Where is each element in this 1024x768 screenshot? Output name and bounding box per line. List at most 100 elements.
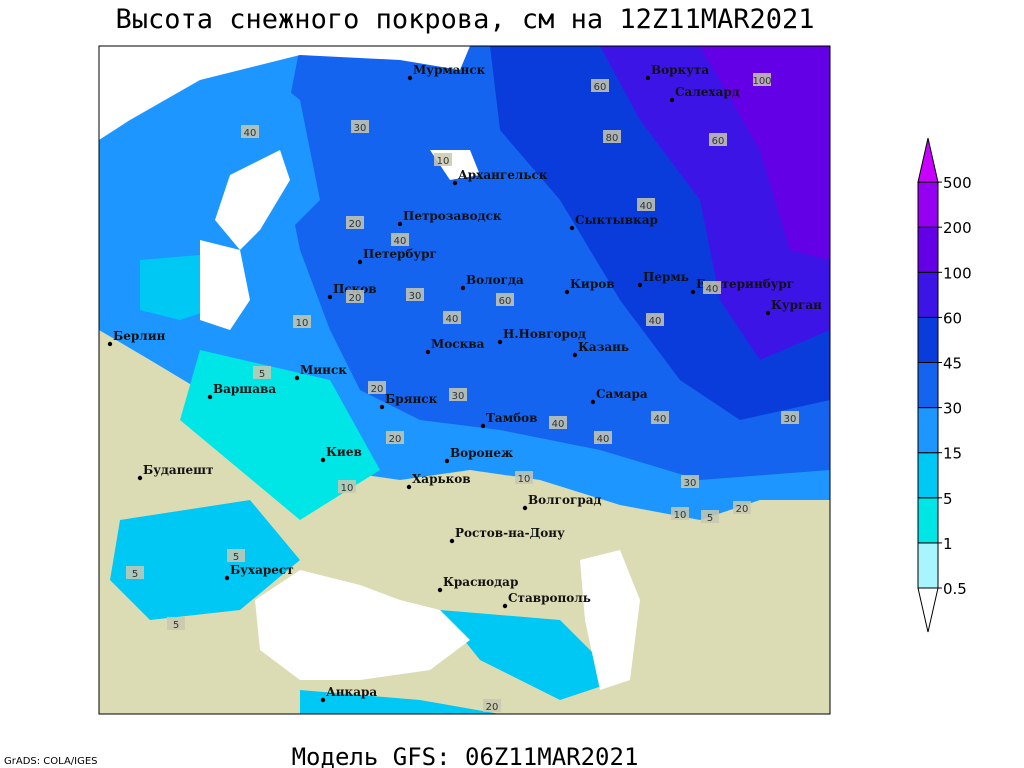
snow-carp <box>110 500 300 620</box>
legend-box <box>917 226 939 273</box>
contour-label-box <box>391 233 409 246</box>
legend-box <box>917 316 939 363</box>
contour-label: 40 <box>654 414 667 425</box>
city-dot <box>320 457 326 463</box>
contour-label: 40 <box>597 434 610 445</box>
contour-label-box <box>483 699 501 712</box>
contour-label: 5 <box>233 552 239 563</box>
contour-label: 80 <box>606 133 619 144</box>
contour-label: 20 <box>371 384 384 395</box>
snow-100 <box>700 46 830 260</box>
contour-label-box <box>293 315 311 328</box>
city-label: Сыктывкар <box>575 213 658 227</box>
city-dot <box>637 282 643 288</box>
contour-label-box <box>701 510 719 523</box>
arctic <box>99 46 470 140</box>
city-label: Бухарест <box>230 563 294 577</box>
city-dot <box>397 221 403 227</box>
contour-label-box <box>733 501 751 514</box>
city-label: Тамбов <box>486 411 537 425</box>
contour-label-box <box>651 411 669 424</box>
contour-label-box <box>253 366 271 379</box>
contour-label: 100 <box>752 76 771 87</box>
legend-tri-high <box>917 137 939 183</box>
contour-label: 20 <box>389 434 402 445</box>
contour-label-box <box>753 73 771 86</box>
legend-tri-low <box>917 587 939 633</box>
city-label: Москва <box>431 337 485 351</box>
city-label: Пермь <box>643 270 689 284</box>
contour-label: 40 <box>649 316 662 327</box>
city-label: Мурманск <box>413 63 486 77</box>
contour-label: 40 <box>446 314 459 325</box>
city-label: Псков <box>333 282 377 296</box>
contour-label-box <box>591 79 609 92</box>
contour-label-box <box>386 431 404 444</box>
contour-label: 20 <box>486 702 499 713</box>
contour-label: 5 <box>173 620 179 631</box>
contour-label-box <box>449 388 467 401</box>
legend-box <box>917 271 939 318</box>
city-dot <box>452 180 458 186</box>
city-dot <box>497 339 503 345</box>
contour-label-box <box>443 311 461 324</box>
city-dot <box>320 697 326 703</box>
contour-label-box <box>671 507 689 520</box>
contour-label: 30 <box>452 391 465 402</box>
black-sea <box>255 570 470 680</box>
city-dot <box>502 603 508 609</box>
contour-label: 10 <box>437 156 450 167</box>
legend-box <box>917 181 939 228</box>
legend-box <box>917 542 939 589</box>
contour-label: 10 <box>518 474 531 485</box>
contour-label-box <box>594 431 612 444</box>
contour-label: 10 <box>341 483 354 494</box>
city-label: Ростов-на-Дону <box>455 526 565 540</box>
contour-label: 60 <box>499 296 512 307</box>
contour-label: 20 <box>349 293 362 304</box>
city-dot <box>480 423 486 429</box>
legend-label: 100 <box>943 264 972 282</box>
legend-label: 30 <box>943 400 962 418</box>
city-dot <box>444 458 450 464</box>
contour-label-box <box>167 617 185 630</box>
city-dot <box>569 225 575 231</box>
city-label: Краснодар <box>443 575 518 589</box>
city-dot <box>449 538 455 544</box>
city-label: Варшава <box>213 382 276 396</box>
city-label: Курган <box>771 298 822 312</box>
city-dot <box>572 352 578 358</box>
contour-label-box <box>351 120 369 133</box>
city-label: Н.Новгород <box>503 327 586 341</box>
baltic-sea <box>215 150 290 250</box>
contour-label: 40 <box>706 284 719 295</box>
credit: GrADS: COLA/IGES <box>4 756 98 767</box>
legend-box <box>917 452 939 499</box>
contour-label: 40 <box>244 128 257 139</box>
city-label: Архангельск <box>458 168 548 182</box>
city-label: Петрозаводск <box>403 209 502 223</box>
legend-box <box>917 362 939 409</box>
contour-label-box <box>496 293 514 306</box>
contour-label-box <box>346 216 364 229</box>
city-label: Киров <box>570 277 615 291</box>
contour-label: 40 <box>394 236 407 247</box>
legend-label: 15 <box>943 445 962 463</box>
city-label: Берлин <box>113 329 166 343</box>
city-dot <box>107 341 113 347</box>
contour-label-box <box>646 313 664 326</box>
legend-label: 1 <box>943 535 953 553</box>
contour-label: 10 <box>674 510 687 521</box>
contour-label: 30 <box>409 291 422 302</box>
city-label: Анкара <box>326 685 377 699</box>
city-dot <box>765 310 771 316</box>
city-dot <box>137 475 143 481</box>
contour-label: 30 <box>354 123 367 134</box>
caspian-sea <box>580 550 640 690</box>
contour-label-box <box>709 133 727 146</box>
city-label: Казань <box>578 340 629 354</box>
city-label: Брянск <box>385 392 438 406</box>
legend-label: 200 <box>943 219 972 237</box>
